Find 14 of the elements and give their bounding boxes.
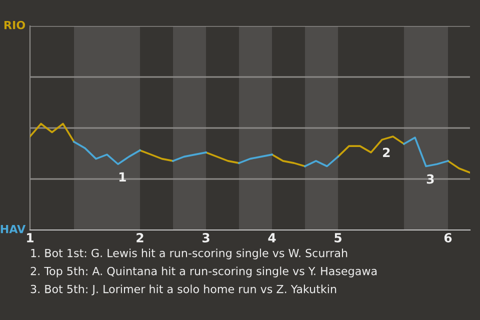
annotation: 2 <box>383 148 390 158</box>
x-tick-label: 4 <box>268 233 276 242</box>
x-tick-label: 6 <box>444 233 452 242</box>
x-tick-label: 3 <box>202 233 210 242</box>
text: 3. Bot 5th: J. Lorimer hit a solo home run vs Z. Yakutkin <box>30 284 336 296</box>
annotation: 1 <box>119 172 126 182</box>
text: RIO <box>4 20 26 30</box>
text: 1. Bot 1st: G. Lewis hit a run-scoring single vs W. Scurrah <box>31 248 348 260</box>
text: 2. Top 5th: A. Quintana hit a run-scoring single vs Y. Hasegawa <box>30 266 377 278</box>
x-tick-label: 5 <box>334 233 342 242</box>
text: HAV <box>0 224 26 234</box>
x-tick-label: 1 <box>27 233 34 242</box>
annotation: 3 <box>426 174 434 184</box>
x-tick-label: 2 <box>136 233 144 242</box>
